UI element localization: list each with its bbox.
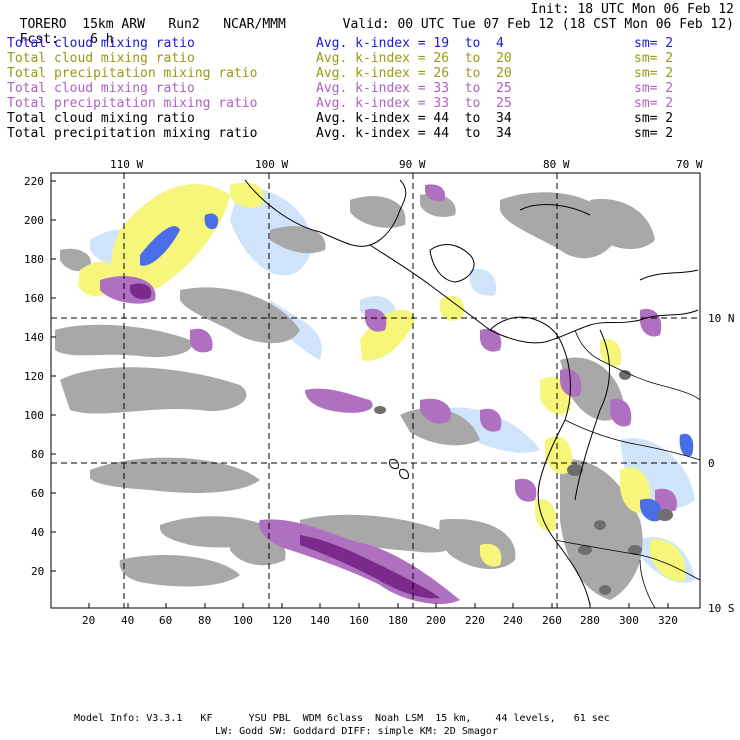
legend-row-3: Total precipitation mixing ratio [7,66,257,81]
legend-sm-3: sm= 2 [634,66,674,81]
y-tick-label: 160 [24,292,44,305]
dark-gray-fields [374,370,673,595]
model-title-line: TORERO 15km ARW Run2 NCAR/MMM [4,2,286,32]
lon-label-110w: 110 W [110,158,144,171]
x-tick-label: 140 [310,614,330,627]
legend-row-4: Total cloud mixing ratio [7,81,195,96]
init-time: Init: 18 UTC Mon 06 Feb 12 [530,2,735,17]
legend-sm-5: sm= 2 [634,96,674,111]
run-label: Run2 [168,17,200,32]
legend-name: Total precipitation mixing ratio [7,96,258,111]
coastlines [244,179,699,606]
legend-row-2: Total cloud mixing ratio [7,51,195,66]
field-layer [55,179,700,608]
legend-name: Total precipitation mixing ratio [7,66,258,81]
y-tick-label: 120 [24,370,44,383]
map-frame [50,172,701,609]
y-tick-label: 20 [31,565,45,578]
lon-label-80w: 80 W [543,158,570,171]
x-tick-label: 60 [159,614,173,627]
legend-name: Total cloud mixing ratio [7,36,195,51]
x-tick-label: 120 [272,614,292,627]
y-tick-label: 180 [24,253,44,266]
x-tick-label: 200 [426,614,446,627]
x-tick-label: 40 [121,614,135,627]
physics-info-line: LW: Godd SW: Goddard DIFF: simple KM: 2D… [215,726,498,737]
lon-label-70w: 70 W [676,158,703,171]
valid-time: Valid: 00 UTC Tue 07 Feb 12 (18 CST Mon … [342,17,734,32]
country-borders [554,329,700,608]
legend-row-6: Total cloud mixing ratio [7,111,195,126]
x-tick-label: 320 [658,614,678,627]
legend-sm-7: sm= 2 [634,126,674,141]
x-tick-label: 80 [198,614,212,627]
model-name: TORERO [19,17,67,32]
y-tick-label: 140 [24,331,44,344]
x-tick-label: 100 [233,614,253,627]
gray-cloud-fields [55,192,655,600]
legend-kindex-5: Avg. k-index = 33 to 25 [316,96,512,111]
legend-kindex-6: Avg. k-index = 44 to 34 [316,111,512,126]
y-tick-label: 80 [31,448,45,461]
legend-sm-4: sm= 2 [634,81,674,96]
lon-label-100w: 100 W [255,158,289,171]
x-tick-label: 240 [503,614,523,627]
lat-label-0: 0 [708,457,715,470]
legend-kindex-7: Avg. k-index = 44 to 34 [316,126,512,141]
x-tick-label: 20 [82,614,96,627]
x-tick-label: 260 [542,614,562,627]
legend-kindex-3: Avg. k-index = 26 to 20 [316,66,512,81]
y-tick-label: 200 [24,214,44,227]
legend-name: Total cloud mixing ratio [7,81,195,96]
y-tick-label: 220 [24,175,44,188]
y-tick-label: 100 [24,409,44,422]
legend-sm-6: sm= 2 [634,111,674,126]
resolution: 15km ARW [82,17,145,32]
dark-purple-fields [130,283,440,599]
model-info-line: Model Info: V3.3.1 KF YSU PBL WDM 6class… [74,713,610,724]
legend-kindex-2: Avg. k-index = 26 to 20 [316,51,512,66]
legend-row-7: Total precipitation mixing ratio [7,126,257,141]
blue-fields [140,213,694,522]
organization: NCAR/MMM [223,17,286,32]
legend-name: Total cloud mixing ratio [7,111,195,126]
lon-label-90w: 90 W [399,158,426,171]
x-tick-label: 300 [619,614,639,627]
legend-kindex-4: Avg. k-index = 33 to 25 [316,81,512,96]
legend-row-1: Total cloud mixing ratio [7,36,195,51]
x-tick-label: 160 [349,614,369,627]
forecast-label: Fcst: [19,32,59,47]
legend-row-5: Total precipitation mixing ratio [7,96,257,111]
x-tick-label: 220 [465,614,485,627]
legend-sm-2: sm= 2 [634,51,674,66]
graticule [51,173,700,608]
y-tick-label: 60 [31,487,45,500]
legend-kindex-1: Avg. k-index = 19 to 4 [316,36,504,51]
forecast-line: Fcst: 6 h [4,17,114,47]
forecast-hours: 6 h [90,32,114,47]
legend-name: Total precipitation mixing ratio [7,126,258,141]
lat-label-10n: 10 N [708,312,735,325]
lat-label-10s: 10 S [708,602,735,615]
x-tick-label: 180 [388,614,408,627]
legend-sm-1: sm= 2 [634,36,674,51]
y-tick-label: 40 [31,526,45,539]
axis-ticks [51,180,669,608]
x-tick-label: 280 [580,614,600,627]
legend-name: Total cloud mixing ratio [7,51,195,66]
